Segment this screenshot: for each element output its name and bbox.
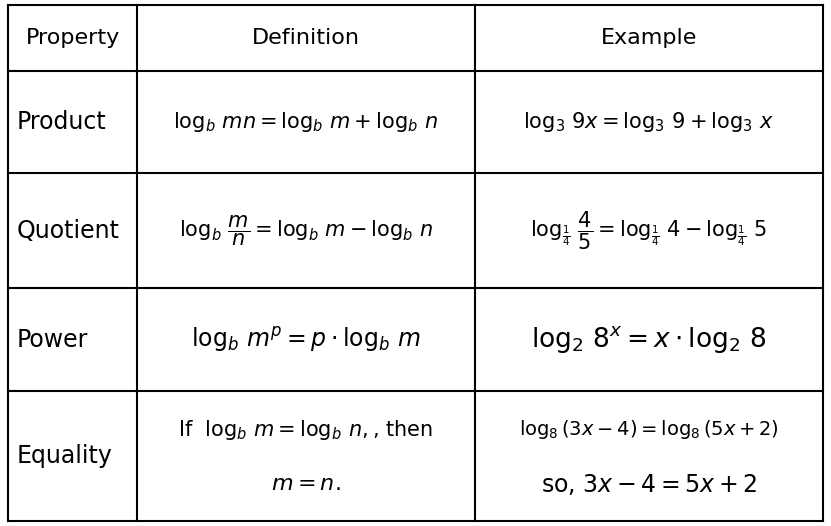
Text: $\log_{\frac{1}{4}}\,\dfrac{4}{5} = \log_{\frac{1}{4}}\,4 - \log_{\frac{1}{4}}\,: $\log_{\frac{1}{4}}\,\dfrac{4}{5} = \log…: [530, 209, 767, 252]
Text: Definition: Definition: [252, 28, 360, 48]
Text: Equality: Equality: [17, 444, 112, 468]
Text: Property: Property: [26, 28, 120, 48]
Text: $\log_{2}\,8^{x} = x \cdot \log_{2}\,8$: $\log_{2}\,8^{x} = x \cdot \log_{2}\,8$: [531, 324, 766, 355]
Text: If  $\log_{b}\,m = \log_{b}\,n,$, then: If $\log_{b}\,m = \log_{b}\,n,$, then: [179, 418, 434, 442]
Text: $\log_{b}\,m^{p} = p \cdot \log_{b}\,m$: $\log_{b}\,m^{p} = p \cdot \log_{b}\,m$: [191, 325, 420, 354]
Text: Product: Product: [17, 110, 106, 134]
Text: $\log_{b}\,mn = \log_{b}\,m + \log_{b}\,n$: $\log_{b}\,mn = \log_{b}\,m + \log_{b}\,…: [174, 110, 439, 134]
Text: $\log_{3}\,9x = \log_{3}\,9 + \log_{3}\,x$: $\log_{3}\,9x = \log_{3}\,9 + \log_{3}\,…: [524, 110, 774, 134]
Text: Quotient: Quotient: [17, 219, 120, 242]
Text: Power: Power: [17, 328, 88, 351]
Text: $m = n.$: $m = n.$: [271, 473, 341, 495]
Text: $\log_{b}\,\dfrac{m}{n} = \log_{b}\,m - \log_{b}\,n$: $\log_{b}\,\dfrac{m}{n} = \log_{b}\,m - …: [179, 214, 433, 248]
Text: Example: Example: [601, 28, 697, 48]
Text: $\log_{8}(3x-4) = \log_{8}(5x+2)$: $\log_{8}(3x-4) = \log_{8}(5x+2)$: [519, 418, 779, 441]
Text: so, $3x - 4 = 5x+2$: so, $3x - 4 = 5x+2$: [541, 472, 757, 497]
